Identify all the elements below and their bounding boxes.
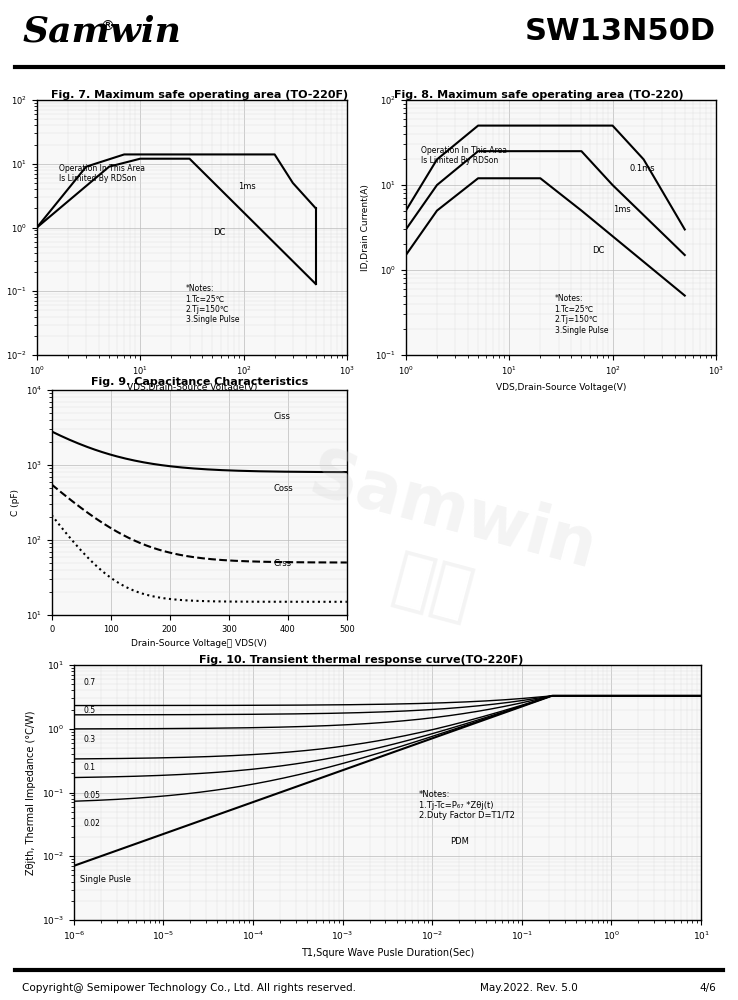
- Text: Operation In This Area
Is Limited By RDSon: Operation In This Area Is Limited By RDS…: [421, 146, 508, 165]
- Text: 4/6: 4/6: [699, 983, 716, 993]
- X-axis label: VDS,Drain-Source Voltage(V): VDS,Drain-Source Voltage(V): [496, 383, 626, 392]
- Text: Samwin
保密: Samwin 保密: [282, 443, 604, 657]
- Text: *Notes:
1.Tj-Tc=P₆₇ *Zθj(t)
2.Duty Factor D=T1/T2: *Notes: 1.Tj-Tc=P₆₇ *Zθj(t) 2.Duty Facto…: [419, 790, 514, 820]
- Text: PDM: PDM: [450, 836, 469, 846]
- Text: SW13N50D: SW13N50D: [525, 17, 716, 46]
- Text: Copyright@ Semipower Technology Co., Ltd. All rights reserved.: Copyright@ Semipower Technology Co., Ltd…: [22, 983, 356, 993]
- Text: 0.02: 0.02: [83, 819, 100, 828]
- Text: May.2022. Rev. 5.0: May.2022. Rev. 5.0: [480, 983, 577, 993]
- Text: Fig. 9. Capacitance Characteristics: Fig. 9. Capacitance Characteristics: [91, 377, 308, 387]
- X-axis label: T1,Squre Wave Pusle Duration(Sec): T1,Squre Wave Pusle Duration(Sec): [301, 948, 474, 958]
- Y-axis label: ID,Drain Current(A): ID,Drain Current(A): [0, 184, 1, 271]
- Text: Crss: Crss: [273, 558, 292, 568]
- Y-axis label: Zθjth, Thermal Impedance (°C/W): Zθjth, Thermal Impedance (°C/W): [27, 710, 36, 875]
- Text: Ciss: Ciss: [273, 412, 290, 421]
- Text: Single Pusle: Single Pusle: [80, 875, 131, 884]
- X-axis label: Drain-Source Voltage， VDS(V): Drain-Source Voltage， VDS(V): [131, 639, 267, 648]
- Text: *Notes:
1.Tc=25℃
2.Tj=150℃
3.Single Pulse: *Notes: 1.Tc=25℃ 2.Tj=150℃ 3.Single Puls…: [186, 284, 239, 324]
- Text: 1ms: 1ms: [613, 205, 631, 214]
- Text: Samwin: Samwin: [22, 14, 181, 48]
- Text: Fig. 8. Maximum safe operating area (TO-220): Fig. 8. Maximum safe operating area (TO-…: [394, 90, 683, 100]
- Y-axis label: C (pF): C (pF): [11, 489, 20, 516]
- Text: Fig. 7. Maximum safe operating area (TO-220F): Fig. 7. Maximum safe operating area (TO-…: [51, 90, 348, 100]
- Text: DC: DC: [592, 246, 604, 255]
- Text: 0.1: 0.1: [83, 763, 95, 772]
- Text: *Notes:
1.Tc=25℃
2.Tj=150℃
3.Single Pulse: *Notes: 1.Tc=25℃ 2.Tj=150℃ 3.Single Puls…: [555, 294, 608, 335]
- Text: 0.05: 0.05: [83, 791, 100, 800]
- X-axis label: VDS,Drain-Source Voltage(V): VDS,Drain-Source Voltage(V): [127, 383, 257, 392]
- Text: ®: ®: [100, 20, 114, 34]
- Text: 0.3: 0.3: [83, 734, 95, 744]
- Text: Coss: Coss: [273, 484, 293, 493]
- Text: 0.1ms: 0.1ms: [629, 164, 655, 173]
- Text: DC: DC: [213, 228, 226, 237]
- Text: Operation In This Area
Is Limited By RDSon: Operation In This Area Is Limited By RDS…: [58, 164, 145, 183]
- Text: Fig. 10. Transient thermal response curve(TO-220F): Fig. 10. Transient thermal response curv…: [199, 655, 524, 665]
- Text: 0.5: 0.5: [83, 706, 95, 715]
- Y-axis label: ID,Drain Current(A): ID,Drain Current(A): [361, 184, 370, 271]
- Text: 0.7: 0.7: [83, 678, 95, 687]
- Text: 1ms: 1ms: [238, 182, 256, 191]
